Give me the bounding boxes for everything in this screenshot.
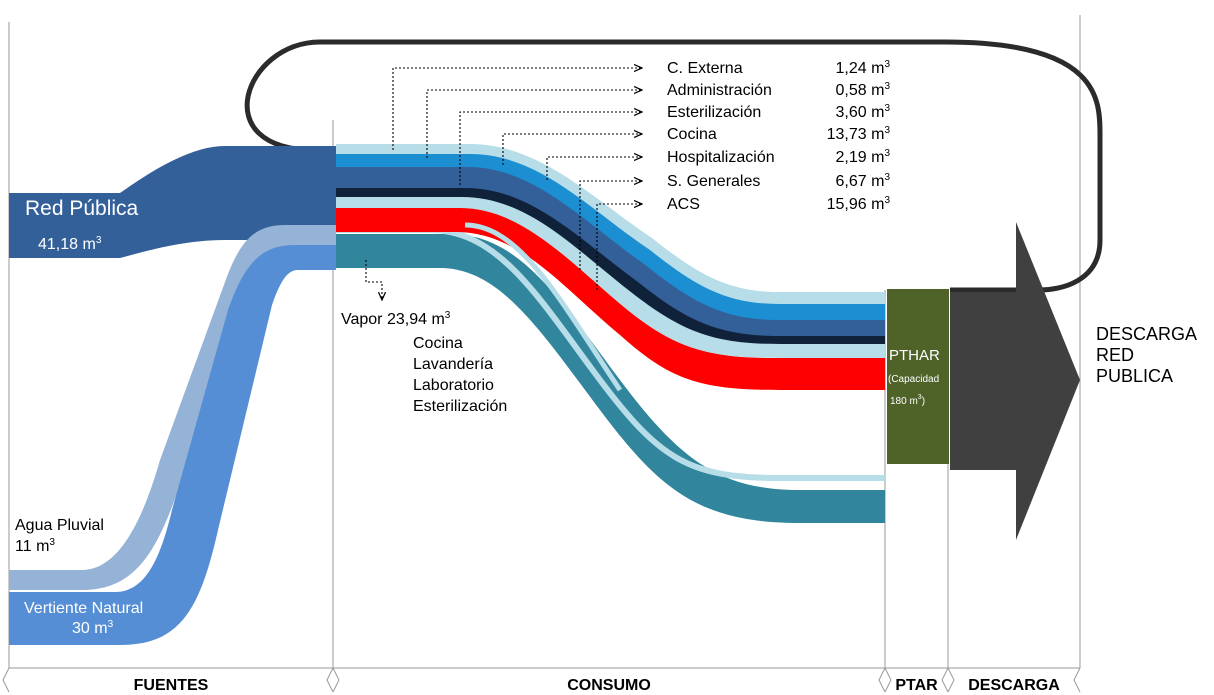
discharge-arrow (950, 222, 1080, 540)
consumer-name: Administración (667, 82, 772, 99)
consumer-value: 2,19 m3 (835, 148, 890, 167)
consumer-value: 13,73 m3 (826, 125, 890, 144)
consumer-arrows (365, 68, 642, 300)
vertiente-natural-flow (9, 245, 336, 645)
section-fuentes: FUENTES (133, 677, 209, 694)
agua-pluvial-value: 11 m3 (15, 537, 55, 556)
section-descarga: DESCARGA (968, 677, 1060, 694)
section-brackets (2, 667, 1081, 693)
return-loop (244, 39, 1103, 293)
vapor-use: Laboratorio (413, 377, 494, 394)
consumer-value: 6,67 m3 (835, 172, 890, 191)
consumer-name: Hospitalización (667, 149, 775, 166)
agua-pluvial-label: Agua Pluvial (15, 517, 104, 534)
consumer-name: Cocina (667, 126, 717, 143)
ptar-capacity-line1: (Capacidad (888, 374, 940, 385)
vertiente-natural-label: Vertiente Natural (24, 600, 144, 617)
vertiente-natural-value: 30 m3 (72, 619, 114, 638)
vapor-use: Esterilización (413, 398, 508, 415)
ptar-box (887, 289, 949, 464)
ptar-title: PTHAR (889, 347, 940, 364)
section-ptar: PTAR (895, 677, 938, 694)
consumer-name: S. Generales (667, 173, 761, 190)
consumer-value: 15,96 m3 (826, 195, 890, 214)
red-publica-value: 41,18 m3 (38, 235, 102, 254)
consumer-name: C. Externa (667, 60, 743, 77)
consumer-value: 3,60 m3 (835, 103, 890, 122)
vapor-label: Vapor 23,94 m3 (341, 310, 451, 329)
consumer-value: 1,24 m3 (835, 59, 890, 78)
vapor-use: Lavandería (413, 356, 494, 373)
red-publica-label: Red Pública (25, 197, 139, 220)
consumer-name: ACS (667, 196, 700, 213)
section-consumo: CONSUMO (567, 677, 651, 694)
ptar-capacity-line2: 180 m3) (890, 394, 926, 407)
discharge-label: DESCARGA RED PUBLICA (1096, 324, 1198, 386)
consumer-value: 0,58 m3 (835, 81, 890, 100)
vapor-uses: Cocina Lavandería Laboratorio Esteriliza… (413, 333, 507, 417)
consumer-name: Esterilización (667, 104, 762, 121)
consumption-bands (336, 144, 885, 523)
vapor-use: Cocina (413, 335, 463, 352)
red-publica-flow (9, 146, 336, 258)
